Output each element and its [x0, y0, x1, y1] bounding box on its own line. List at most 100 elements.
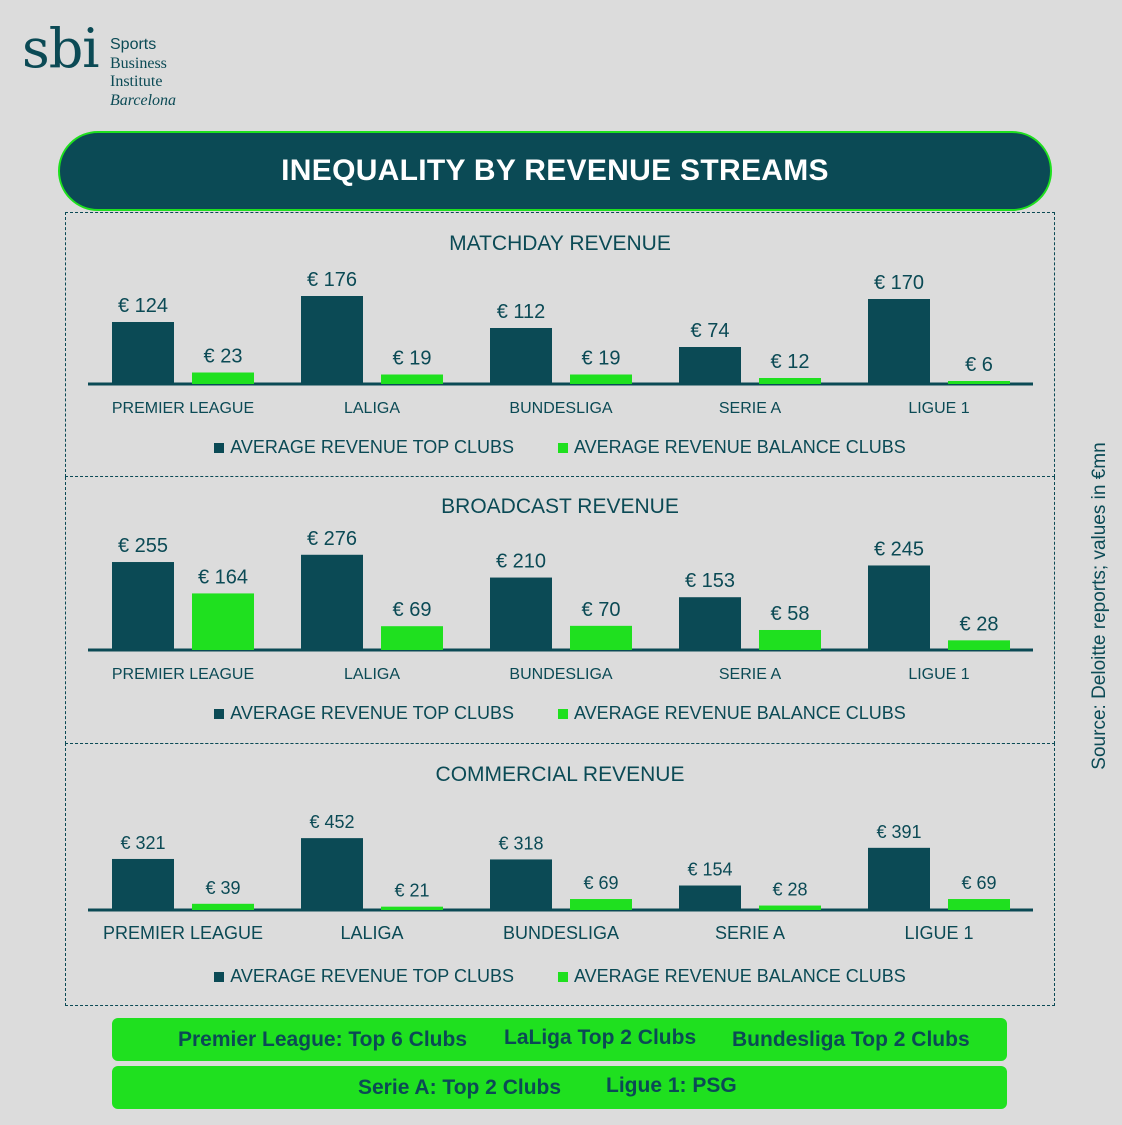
- logo-line-4: Barcelona: [110, 91, 177, 109]
- bar-balance-clubs: [381, 374, 443, 384]
- legend-swatch-balance: [557, 442, 568, 453]
- bar-balance-clubs: [759, 378, 821, 384]
- category-label: SERIE A: [715, 923, 785, 943]
- legend-label-balance: AVERAGE REVENUE BALANCE CLUBS: [573, 703, 906, 723]
- chart-title: MATCHDAY REVENUE: [449, 232, 671, 255]
- page-title: INEQUALITY BY REVENUE STREAMS: [281, 154, 829, 187]
- bar-balance-clubs: [759, 629, 821, 650]
- data-label: € 21: [394, 881, 429, 901]
- legend-item-balance: AVERAGE REVENUE BALANCE CLUBS: [557, 437, 906, 458]
- title-banner: INEQUALITY BY REVENUE STREAMS: [58, 131, 1052, 211]
- data-label: € 12: [771, 351, 810, 373]
- category-label: PREMIER LEAGUE: [103, 923, 263, 943]
- notes-row-2: Serie A: Top 2 Clubs Ligue 1: PSG: [112, 1066, 1007, 1109]
- bar-top-clubs: [679, 347, 741, 384]
- legend-swatch-top: [214, 708, 225, 719]
- data-label: € 391: [876, 822, 921, 842]
- bar-balance-clubs: [948, 899, 1010, 910]
- data-label: € 69: [961, 873, 996, 893]
- data-label: € 112: [497, 301, 546, 323]
- category-label: PREMIER LEAGUE: [112, 666, 254, 683]
- bar-balance-clubs: [948, 381, 1010, 384]
- bar-top-clubs: [868, 847, 930, 910]
- data-label: € 153: [685, 570, 735, 592]
- bar-balance-clubs: [192, 903, 254, 910]
- legend-item-top: AVERAGE REVENUE TOP CLUBS: [214, 437, 514, 458]
- category-label: LALIGA: [340, 923, 403, 943]
- category-label: BUNDESLIGA: [503, 923, 619, 943]
- chart-title: COMMERCIAL REVENUE: [435, 763, 685, 786]
- legend-swatch-balance: [557, 708, 568, 719]
- bar-balance-clubs: [570, 625, 632, 650]
- data-label: € 70: [582, 599, 621, 621]
- legend-item-top: AVERAGE REVENUE TOP CLUBS: [214, 966, 514, 987]
- bar-balance-clubs: [948, 640, 1010, 650]
- bar-balance-clubs: [192, 593, 254, 650]
- bar-top-clubs: [490, 577, 552, 650]
- bar-balance-clubs: [381, 626, 443, 650]
- category-label: SERIE A: [719, 400, 782, 417]
- data-label: € 176: [307, 269, 357, 291]
- bar-top-clubs: [112, 858, 174, 910]
- logo-line-3: Institute: [110, 73, 163, 90]
- bar-top-clubs: [868, 565, 930, 650]
- legend-swatch-top: [214, 971, 225, 982]
- data-label: € 321: [120, 833, 165, 853]
- chart-title: BROADCAST REVENUE: [441, 495, 679, 518]
- commercial-chart-panel: COMMERCIAL REVENUE € 321 € 39 PREMIER LEAG…: [65, 743, 1055, 1006]
- chart-legend: AVERAGE REVENUE TOP CLUBS AVERAGE REVENU…: [66, 966, 1054, 987]
- legend-swatch-balance: [557, 971, 568, 982]
- category-label: LALIGA: [344, 666, 400, 683]
- data-label: € 19: [393, 348, 432, 370]
- broadcast-chart: € 255 € 164 PREMIER LEAGUE € 276 € 69 LALIGA €…: [88, 528, 1033, 683]
- logo-line-1: Sports: [110, 36, 157, 53]
- data-label: € 74: [691, 320, 730, 342]
- data-label: € 39: [205, 878, 240, 898]
- bar-top-clubs: [112, 322, 174, 384]
- category-label: LIGUE 1: [908, 400, 969, 417]
- category-label: LIGUE 1: [904, 923, 973, 943]
- note-premier-league: Premier League: Top 6 Clubs: [178, 1028, 468, 1051]
- legend-label-top: AVERAGE REVENUE TOP CLUBS: [230, 437, 514, 457]
- data-label: € 452: [309, 812, 354, 832]
- chart-legend: AVERAGE REVENUE TOP CLUBS AVERAGE REVENU…: [66, 703, 1054, 724]
- bar-top-clubs: [868, 299, 930, 384]
- category-label: LALIGA: [344, 400, 400, 417]
- category-label: LIGUE 1: [908, 666, 969, 683]
- bar-top-clubs: [301, 296, 363, 384]
- bar-top-clubs: [679, 885, 741, 910]
- data-label: € 164: [198, 566, 248, 588]
- logo-line-2: Business: [110, 54, 167, 72]
- data-label: € 210: [496, 551, 546, 573]
- chart-legend: AVERAGE REVENUE TOP CLUBS AVERAGE REVENU…: [66, 437, 1054, 458]
- note-laliga: LaLiga Top 2 Clubs: [504, 1026, 697, 1049]
- matchday-chart-panel: MATCHDAY REVENUE € 124 € 23 PREMIER LEAGUE…: [65, 212, 1055, 477]
- bar-top-clubs: [301, 838, 363, 910]
- bar-balance-clubs: [570, 374, 632, 384]
- data-label: € 28: [772, 880, 807, 900]
- data-label: € 245: [874, 538, 924, 560]
- data-label: € 28: [960, 613, 999, 635]
- data-label: € 170: [874, 272, 924, 294]
- bar-balance-clubs: [381, 906, 443, 910]
- data-label: € 255: [118, 535, 168, 557]
- legend-item-balance: AVERAGE REVENUE BALANCE CLUBS: [557, 966, 906, 987]
- legend-swatch-top: [214, 442, 225, 453]
- data-label: € 276: [307, 528, 357, 550]
- legend-label-balance: AVERAGE REVENUE BALANCE CLUBS: [573, 437, 906, 457]
- data-label: € 69: [393, 599, 432, 621]
- category-label: SERIE A: [719, 666, 782, 683]
- sbi-logo: sbi Sports Business Institute Barcelona: [22, 18, 222, 118]
- bar-top-clubs: [490, 859, 552, 910]
- data-label: € 69: [583, 873, 618, 893]
- category-label: BUNDESLIGA: [509, 666, 612, 683]
- data-label: € 318: [498, 833, 543, 853]
- bar-top-clubs: [490, 328, 552, 384]
- bar-balance-clubs: [570, 899, 632, 910]
- broadcast-chart-panel: BROADCAST REVENUE € 255 € 164 PREMIER LEAG…: [65, 477, 1055, 744]
- bar-balance-clubs: [192, 372, 254, 384]
- commercial-chart: € 321 € 39 PREMIER LEAGUE € 452 € 21 LALIGA € …: [88, 812, 1033, 943]
- note-serie-a: Serie A: Top 2 Clubs: [358, 1076, 562, 1099]
- legend-label-balance: AVERAGE REVENUE BALANCE CLUBS: [573, 966, 906, 986]
- matchday-chart: € 124 € 23 PREMIER LEAGUE € 176 € 19 LALIGA € …: [88, 269, 1033, 417]
